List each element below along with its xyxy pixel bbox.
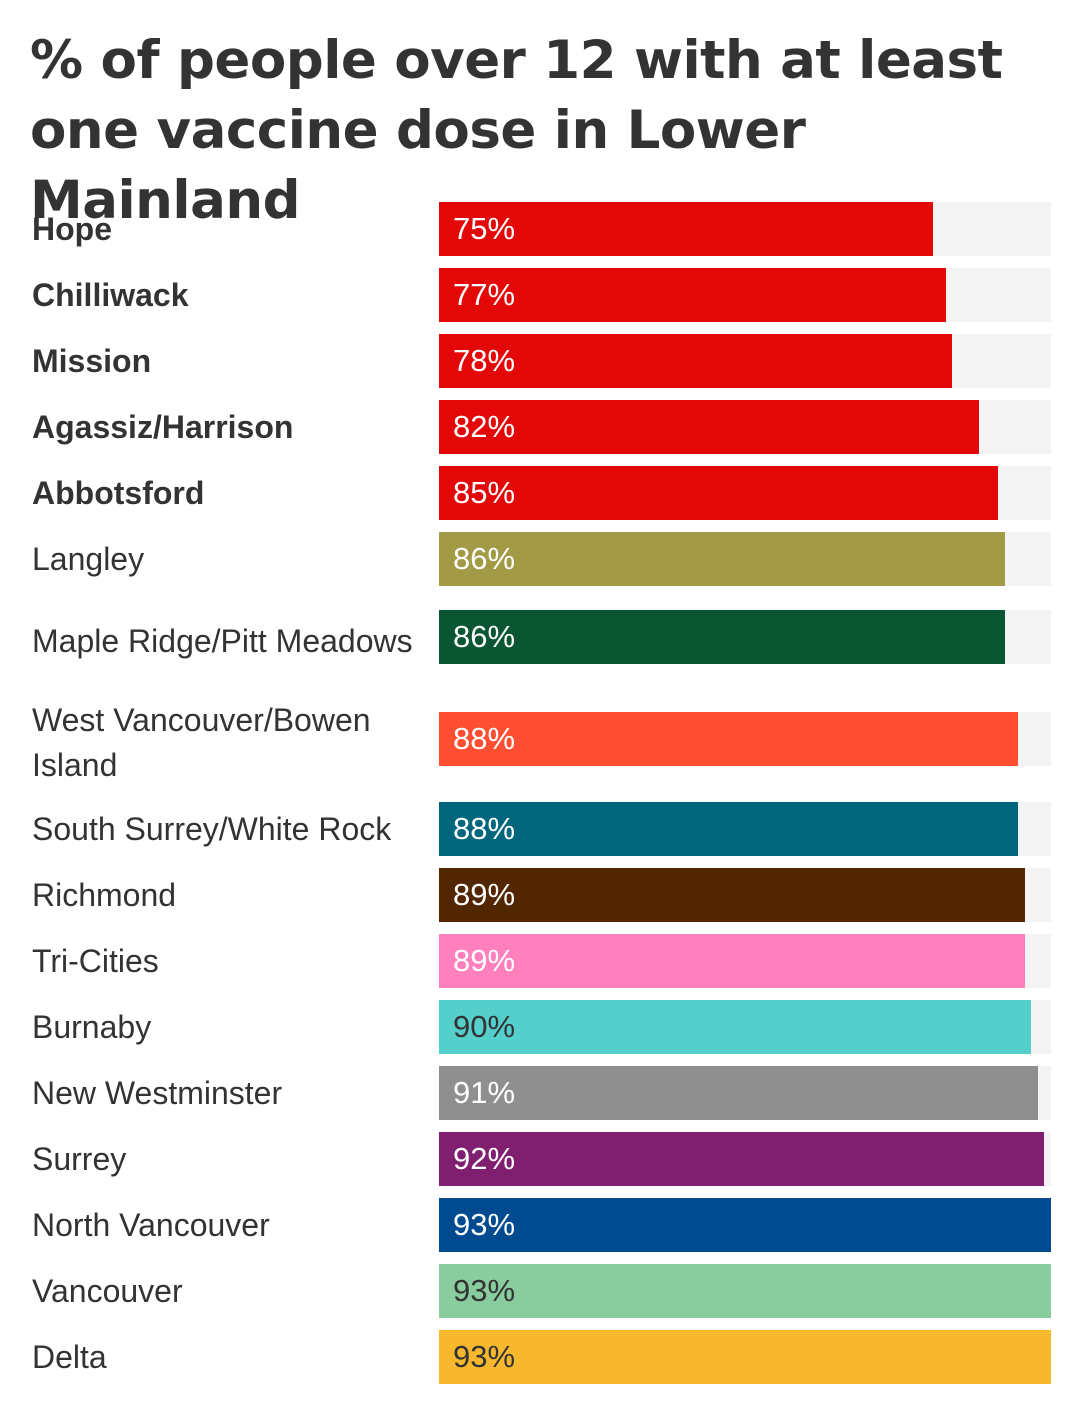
data-label: 78% (453, 343, 516, 378)
bar-track: 93% (439, 1264, 1051, 1318)
bar-row: Hope 75% (0, 202, 1080, 268)
bar-row: Delta 93% (0, 1330, 1080, 1396)
bar-track: 75% (439, 202, 1051, 256)
category-label: Agassiz/Harrison (32, 408, 294, 445)
bar-track: 91% (439, 1066, 1051, 1120)
bar-row: Richmond 89% (0, 868, 1080, 934)
data-label: 89% (453, 943, 516, 978)
bar-track: 86% (439, 532, 1051, 586)
bar-row: North Vancouver 93% (0, 1198, 1080, 1264)
bar (439, 202, 933, 256)
data-label: 86% (453, 619, 516, 654)
bar (439, 1000, 1031, 1054)
bar-track: 90% (439, 1000, 1051, 1054)
category-label: Burnaby (32, 1008, 152, 1045)
bar-row: Vancouver 93% (0, 1264, 1080, 1330)
bar (439, 466, 998, 520)
category-label: Maple Ridge/Pitt Meadows (32, 622, 413, 659)
bar-row: Tri-Cities 89% (0, 934, 1080, 1000)
data-label: 92% (453, 1141, 516, 1176)
bar (439, 400, 979, 454)
data-label: 93% (453, 1207, 516, 1242)
bar-row: South Surrey/White Rock 88% (0, 802, 1080, 868)
category-label: Abbotsford (32, 474, 205, 511)
bar-row: Chilliwack 77% (0, 268, 1080, 334)
bar-row: Agassiz/Harrison 82% (0, 400, 1080, 466)
category-label: Surrey (32, 1140, 127, 1177)
bar-track: 85% (439, 466, 1051, 520)
bar-track: 78% (439, 334, 1051, 388)
category-label: Tri-Cities (32, 942, 159, 979)
data-label: 86% (453, 541, 516, 576)
bar-row: Maple Ridge/Pitt Meadows 86% (0, 598, 1080, 700)
chart-title: % of people over 12 with at least one va… (30, 30, 1003, 231)
category-label: Vancouver (32, 1272, 183, 1309)
bar (439, 1330, 1051, 1384)
category-label: North Vancouver (32, 1206, 270, 1243)
bar-row: Burnaby 90% (0, 1000, 1080, 1066)
bar-track: 89% (439, 868, 1051, 922)
bar-row: Langley 86% (0, 532, 1080, 598)
bar-track: 82% (439, 400, 1051, 454)
data-label: 85% (453, 475, 516, 510)
bar (439, 868, 1025, 922)
bar (439, 1132, 1044, 1186)
category-label: Delta (32, 1338, 107, 1375)
data-label: 88% (453, 721, 516, 756)
bar (439, 1198, 1051, 1252)
bar-row: Abbotsford 85% (0, 466, 1080, 532)
bar (439, 1066, 1038, 1120)
category-label: Chilliwack (32, 276, 189, 313)
bar-track: 93% (439, 1330, 1051, 1384)
category-label: West Vancouver/Bowen Island (32, 702, 371, 783)
bar-track: 89% (439, 934, 1051, 988)
bar (439, 1264, 1051, 1318)
category-label: South Surrey/White Rock (32, 810, 392, 847)
data-label: 90% (453, 1009, 516, 1044)
category-label: Hope (32, 210, 112, 247)
data-label: 75% (453, 211, 516, 246)
category-label: New Westminster (32, 1074, 283, 1111)
data-label: 89% (453, 877, 516, 912)
bar (439, 334, 952, 388)
bar (439, 802, 1018, 856)
bar-row: Surrey 92% (0, 1132, 1080, 1198)
bar-row: West Vancouver/Bowen Island 88% (0, 700, 1080, 802)
category-label: Richmond (32, 876, 177, 913)
bar-track: 92% (439, 1132, 1051, 1186)
bar-row: Mission 78% (0, 334, 1080, 400)
data-label: 93% (453, 1339, 516, 1374)
bar-track: 93% (439, 1198, 1051, 1252)
bar (439, 610, 1005, 664)
bar-row: New Westminster 91% (0, 1066, 1080, 1132)
bar-track: 88% (439, 712, 1051, 766)
data-label: 93% (453, 1273, 516, 1308)
data-label: 88% (453, 811, 516, 846)
bar (439, 268, 946, 322)
category-label: Langley (32, 540, 145, 577)
bar-track: 77% (439, 268, 1051, 322)
data-label: 82% (453, 409, 516, 444)
category-label: Mission (32, 342, 152, 379)
bar (439, 712, 1018, 766)
bar (439, 934, 1025, 988)
bar-track: 86% (439, 610, 1051, 664)
bar-track: 88% (439, 802, 1051, 856)
data-label: 91% (453, 1075, 516, 1110)
data-label: 77% (453, 277, 516, 312)
bar (439, 532, 1005, 586)
